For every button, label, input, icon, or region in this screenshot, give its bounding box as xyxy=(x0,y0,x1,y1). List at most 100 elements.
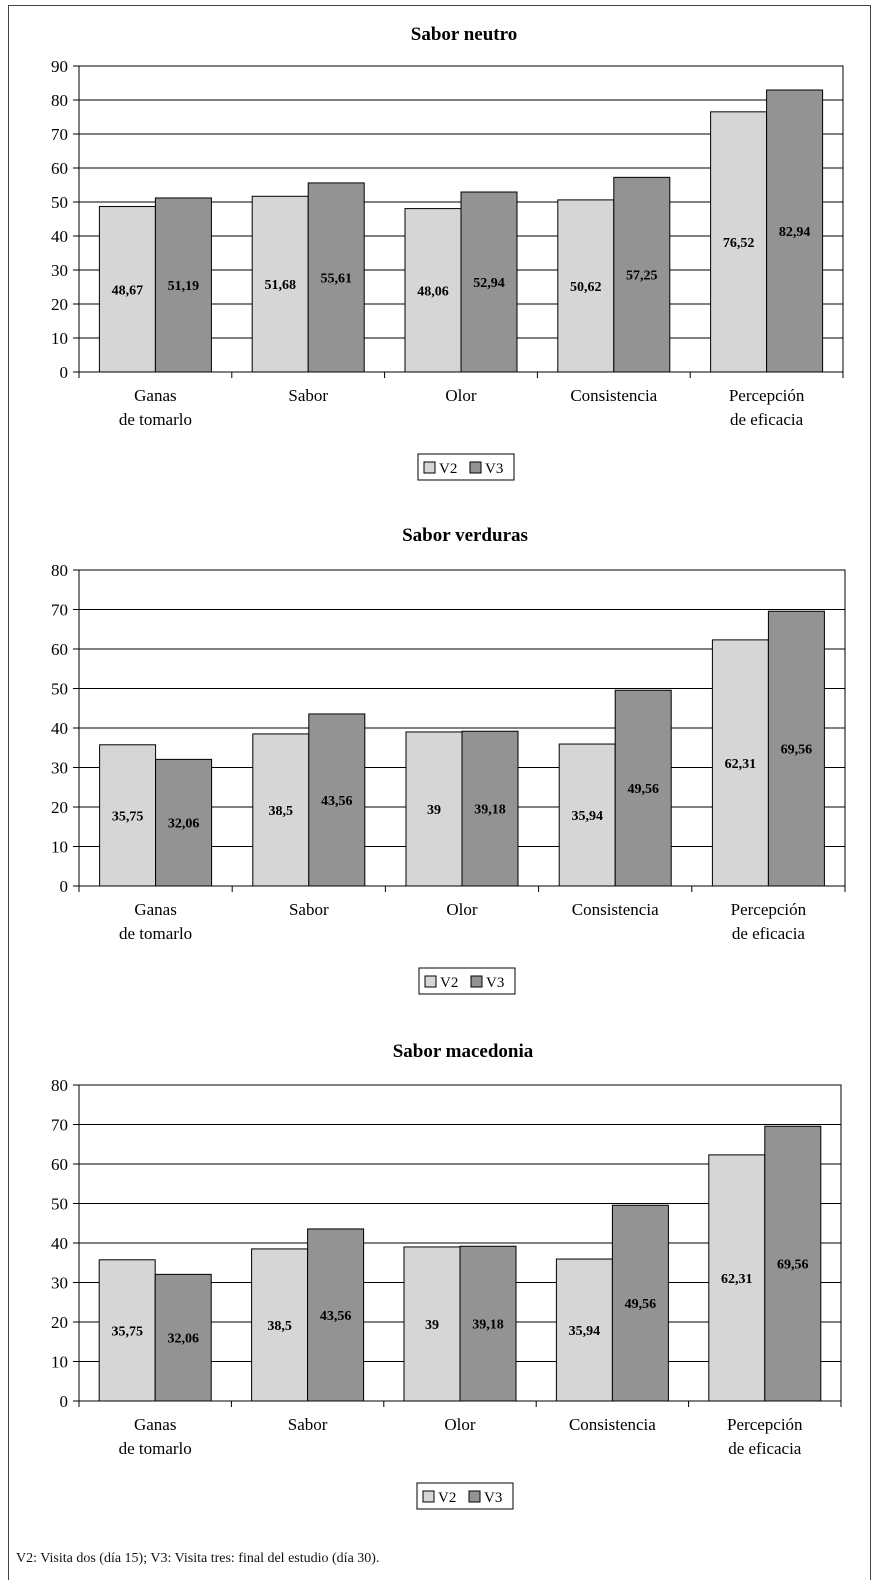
data-label: 69,56 xyxy=(781,743,813,758)
legend-label-v3: V3 xyxy=(485,461,503,477)
x-tick-label: Consistencia xyxy=(569,1415,656,1434)
data-label: 69,56 xyxy=(777,1258,809,1273)
data-label: 35,75 xyxy=(111,1324,143,1339)
data-label: 62,31 xyxy=(721,1272,753,1287)
bar-v3 xyxy=(459,1245,517,1402)
y-tick-label: 0 xyxy=(60,363,69,382)
x-tick-label: Sabor xyxy=(289,900,329,919)
x-tick-label: de tomarlo xyxy=(119,1439,192,1458)
y-tick-label: 40 xyxy=(51,1234,68,1253)
data-label: 50,62 xyxy=(570,280,602,295)
y-tick-label: 50 xyxy=(51,1195,68,1214)
footnote: V2: Visita dos (día 15); V3: Visita tres… xyxy=(16,1551,380,1566)
y-tick-label: 20 xyxy=(51,798,68,817)
legend-label-v3: V3 xyxy=(484,1490,502,1506)
bar-v3 xyxy=(308,713,366,887)
x-tick-label: Consistencia xyxy=(570,386,657,405)
data-label: 43,56 xyxy=(321,794,353,809)
y-tick-label: 10 xyxy=(51,838,68,857)
legend-swatch-v2 xyxy=(423,461,436,474)
data-label: 39 xyxy=(425,1318,439,1333)
legend-swatch-v3 xyxy=(468,1490,481,1503)
data-label: 62,31 xyxy=(725,757,757,772)
data-label: 55,61 xyxy=(320,271,352,286)
legend: V2 V3 xyxy=(418,967,516,995)
figure-frame xyxy=(8,5,871,1580)
x-tick-label: Olor xyxy=(444,1415,476,1434)
x-tick-label: Sabor xyxy=(288,386,328,405)
x-tick-label: Olor xyxy=(446,900,478,919)
legend-label-v2: V2 xyxy=(438,1490,456,1506)
y-tick-label: 0 xyxy=(60,1392,69,1411)
y-tick-label: 30 xyxy=(51,261,68,280)
data-label: 51,68 xyxy=(264,278,296,293)
y-tick-label: 50 xyxy=(51,193,68,212)
y-tick-label: 20 xyxy=(51,295,68,314)
data-label: 43,56 xyxy=(320,1309,352,1324)
x-tick-label: Percepción xyxy=(731,900,807,919)
y-tick-label: 70 xyxy=(51,601,68,620)
x-tick-label: de tomarlo xyxy=(119,410,192,429)
bar-v3 xyxy=(767,610,825,887)
legend-label-v2: V2 xyxy=(439,461,457,477)
bar-v2 xyxy=(555,1258,613,1402)
y-tick-label: 10 xyxy=(51,329,68,348)
y-tick-label: 80 xyxy=(51,561,68,580)
bar-v3 xyxy=(613,176,671,373)
bar-v2 xyxy=(711,639,769,887)
bar-v2 xyxy=(710,111,768,373)
data-label: 32,06 xyxy=(167,1332,199,1347)
bar-v3 xyxy=(307,182,365,373)
y-tick-label: 60 xyxy=(51,159,68,178)
data-label: 38,5 xyxy=(267,1319,292,1334)
bar-v3 xyxy=(611,1204,669,1402)
bar-v3 xyxy=(460,191,518,373)
bar-v2 xyxy=(405,731,463,887)
data-label: 39 xyxy=(427,803,441,818)
data-label: 32,06 xyxy=(168,817,200,832)
chart-1: Sabor neutro 0 10 20 30 40 50 60 70 80 90 48,67 51,1… xyxy=(51,24,844,481)
bar-v2 xyxy=(557,199,615,373)
y-tick-label: 60 xyxy=(51,640,68,659)
legend: V2 V3 xyxy=(416,1482,514,1510)
legend: V2 V3 xyxy=(417,453,515,481)
x-tick-label: Ganas xyxy=(134,1415,176,1434)
legend-label-v2: V2 xyxy=(440,975,458,991)
x-tick-label: de eficacia xyxy=(730,410,804,429)
x-tick-label: Sabor xyxy=(288,1415,328,1434)
x-tick-label: Olor xyxy=(445,386,477,405)
chart-title: Sabor macedonia xyxy=(393,1041,534,1062)
bar-v3 xyxy=(614,689,672,887)
y-tick-label: 60 xyxy=(51,1155,68,1174)
data-label: 52,94 xyxy=(473,276,505,291)
legend-label-v3: V3 xyxy=(486,975,504,991)
bar-v3 xyxy=(307,1228,365,1402)
chart-3: Sabor macedonia 0 10 20 30 40 50 60 70 80 35,75 32,… xyxy=(51,1041,842,1510)
x-tick-label: de eficacia xyxy=(728,1439,802,1458)
data-label: 82,94 xyxy=(779,225,811,240)
data-label: 51,19 xyxy=(168,279,200,294)
y-tick-label: 40 xyxy=(51,227,68,246)
bar-v2 xyxy=(403,1246,461,1402)
bar-v3 xyxy=(154,1273,212,1402)
x-tick-label: Ganas xyxy=(134,386,176,405)
x-tick-label: de eficacia xyxy=(732,924,806,943)
y-tick-label: 0 xyxy=(60,877,69,896)
bar-v3 xyxy=(461,730,519,887)
bar-v3 xyxy=(764,1125,822,1402)
x-tick-label: Percepción xyxy=(727,1415,803,1434)
bar-v3 xyxy=(155,758,213,887)
bar-v2 xyxy=(404,208,462,373)
y-tick-label: 80 xyxy=(51,91,68,110)
y-tick-label: 30 xyxy=(51,759,68,778)
bar-v3 xyxy=(766,89,824,373)
bar-v3 xyxy=(154,197,212,373)
data-label: 35,94 xyxy=(569,1324,601,1339)
y-tick-label: 80 xyxy=(51,1076,68,1095)
y-tick-label: 70 xyxy=(51,125,68,144)
y-tick-label: 10 xyxy=(51,1353,68,1372)
data-label: 35,94 xyxy=(571,809,603,824)
bar-v2 xyxy=(708,1154,766,1402)
y-tick-label: 20 xyxy=(51,1313,68,1332)
data-label: 48,06 xyxy=(417,284,449,299)
